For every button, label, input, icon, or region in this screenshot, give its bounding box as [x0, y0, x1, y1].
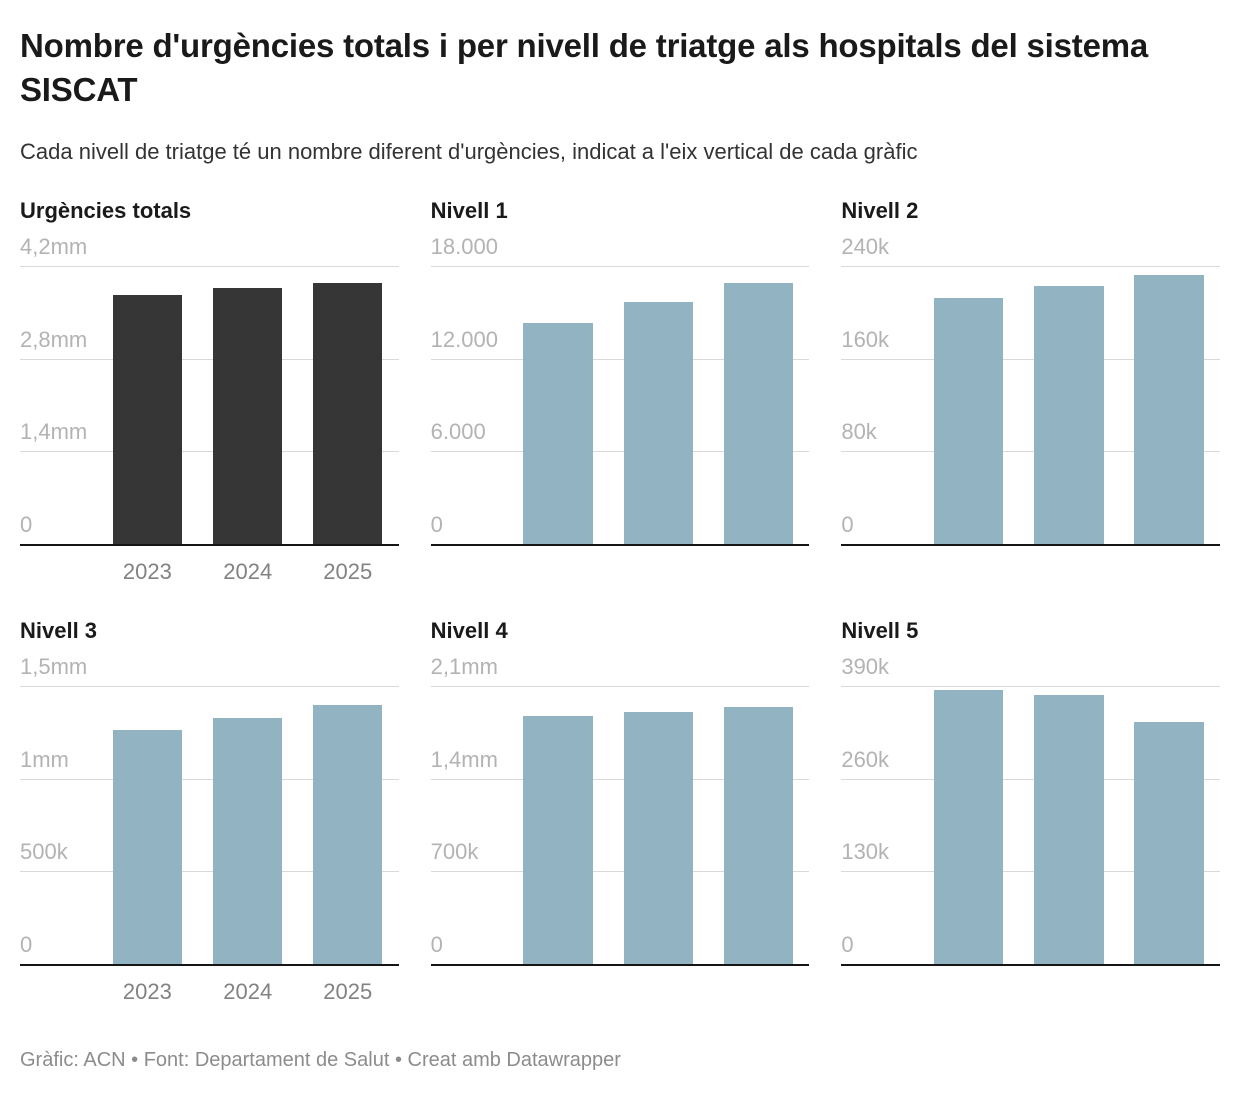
bar-2023	[934, 298, 1004, 544]
bar-2025	[1134, 721, 1204, 964]
page-title: Nombre d'urgències totals i per nivell d…	[20, 27, 1149, 108]
y-tick-label: 130k	[841, 839, 890, 865]
bar-2024	[213, 287, 283, 544]
bar-2024	[1034, 285, 1104, 544]
y-tick-label: 390k	[841, 654, 890, 679]
x-tick-label: 2024	[223, 559, 273, 584]
y-gridline	[841, 778, 1220, 780]
y-gridline	[20, 686, 399, 687]
y-gridline	[841, 358, 1220, 360]
y-gridline	[430, 266, 810, 267]
plot-area: 18.000 12.000 6.000 0	[430, 235, 810, 546]
bar-2024	[623, 301, 694, 544]
y-tick-label: 700k	[430, 839, 479, 865]
y-gridline	[841, 451, 1220, 453]
mini-chart-title: Nivell 2	[841, 198, 919, 223]
mini-chart: Nivell 2 240k 160k 80k 0	[841, 198, 1220, 590]
mini-chart-title: Nivell 1	[430, 198, 508, 223]
x-tick-label: 2025	[323, 559, 373, 584]
page-subtitle: Cada nivell de triatge té un nombre dife…	[20, 139, 918, 164]
y-gridline	[430, 358, 810, 360]
y-tick-label: 1,4mm	[20, 419, 88, 445]
y-gridline	[841, 871, 1220, 873]
mini-chart-title: Nivell 4	[430, 618, 508, 643]
bar-2025	[1134, 275, 1204, 544]
y-tick-label: 2,1mm	[430, 654, 498, 679]
bar-2025	[723, 283, 794, 544]
y-tick-label: 160k	[841, 326, 890, 352]
y-gridline	[430, 778, 810, 780]
y-gridline	[430, 686, 810, 687]
mini-chart-title: Nivell 5	[841, 618, 919, 643]
mini-chart: Nivell 3 1,5mm 1mm 500k 0 2023 2024 2025	[20, 618, 399, 1010]
bar-2025	[723, 707, 794, 964]
y-gridline	[20, 451, 399, 453]
bar-2023	[523, 323, 593, 544]
chart-footer-byline: Gràfic: ACN • Font: Departament de Salut…	[20, 1049, 621, 1071]
y-tick-label: 0	[841, 512, 854, 537]
x-axis-labels	[841, 546, 1220, 590]
x-axis-labels	[431, 966, 810, 1010]
y-tick-label: 12.000	[430, 326, 498, 352]
x-axis-labels	[431, 546, 810, 590]
bar-2023	[523, 716, 593, 964]
plot-area: 2,1mm 1,4mm 700k 0	[430, 655, 810, 966]
x-tick-label: 2025	[323, 979, 373, 1004]
y-tick-label: 80k	[841, 419, 877, 445]
x-axis-labels: 2023 2024 2025	[20, 966, 399, 1010]
bar-2024	[213, 717, 283, 964]
mini-chart: Nivell 5 390k 260k 130k 0	[841, 618, 1220, 1010]
y-gridline	[20, 358, 399, 360]
y-gridline	[20, 871, 399, 873]
mini-chart: Nivell 4 2,1mm 1,4mm 700k 0	[430, 618, 810, 1010]
y-gridline	[430, 451, 810, 453]
y-gridline	[430, 871, 810, 873]
y-gridline	[20, 266, 399, 267]
bar-2023	[934, 690, 1004, 964]
bar-2023	[112, 295, 183, 544]
y-tick-label: 0	[20, 512, 33, 537]
y-tick-label: 1mm	[20, 746, 69, 772]
y-gridline	[841, 266, 1220, 267]
plot-area: 240k 160k 80k 0	[841, 235, 1220, 546]
y-tick-label: 1,5mm	[20, 654, 88, 679]
bar-2024	[1034, 695, 1104, 964]
charts-grid: Urgències totals 4,2mm 2,8mm 1,4mm 0 2023 20…	[20, 198, 1220, 1010]
y-tick-label: 1,4mm	[430, 746, 498, 772]
bar-2025	[313, 704, 383, 964]
plot-area: 4,2mm 2,8mm 1,4mm 0	[20, 235, 399, 546]
y-tick-label: 2,8mm	[20, 326, 88, 352]
mini-chart-title: Urgències totals	[20, 198, 192, 223]
x-axis-labels: 2023 2024 2025	[20, 546, 399, 590]
y-tick-label: 4,2mm	[20, 234, 88, 259]
mini-chart-title: Nivell 3	[20, 618, 98, 643]
x-axis-labels	[841, 966, 1220, 1010]
mini-chart: Nivell 1 18.000 12.000 6.000 0	[430, 198, 810, 590]
x-tick-label: 2023	[122, 979, 172, 1004]
x-tick-label: 2023	[122, 559, 172, 584]
y-tick-label: 0	[430, 512, 443, 537]
y-gridline	[841, 686, 1220, 687]
bar-2025	[313, 283, 383, 544]
mini-chart: Urgències totals 4,2mm 2,8mm 1,4mm 0 2023 20…	[20, 198, 399, 590]
y-tick-label: 0	[841, 932, 854, 957]
y-tick-label: 260k	[841, 746, 890, 772]
plot-area: 1,5mm 1mm 500k 0	[20, 655, 399, 966]
bar-2023	[112, 730, 183, 964]
y-tick-label: 240k	[841, 234, 890, 259]
y-gridline	[20, 778, 399, 780]
bar-2024	[623, 712, 694, 964]
y-tick-label: 18.000	[430, 234, 498, 259]
y-tick-label: 500k	[20, 839, 68, 865]
y-tick-label: 0	[20, 932, 33, 957]
plot-area: 390k 260k 130k 0	[841, 655, 1220, 966]
y-tick-label: 0	[430, 932, 443, 957]
y-tick-label: 6.000	[430, 419, 486, 445]
x-tick-label: 2024	[223, 979, 273, 1004]
